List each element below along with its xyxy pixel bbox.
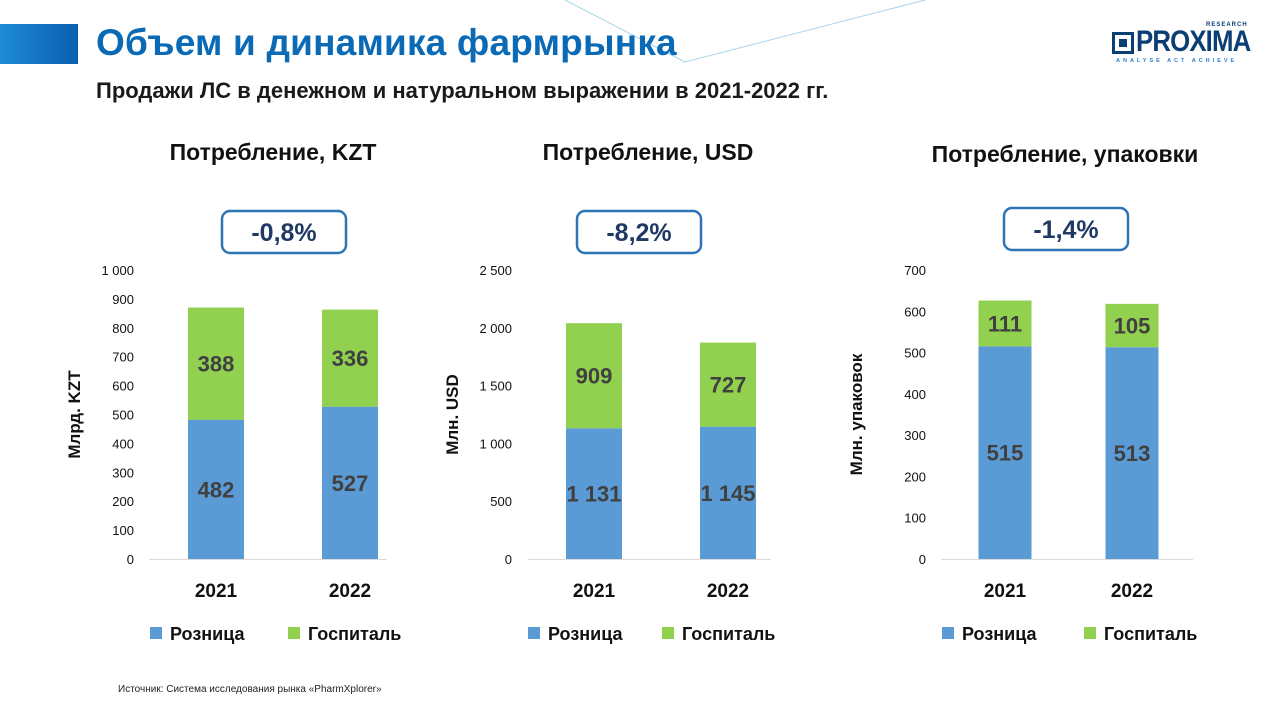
change-badge-value: -0,8% (251, 219, 316, 247)
change-badge (1002, 206, 1130, 252)
y-axis-label: Млрд. KZT (65, 370, 84, 459)
data-label: 482 (198, 477, 235, 502)
bar-segment-hospital (188, 307, 244, 420)
legend-swatch-hospital (662, 627, 674, 639)
y-tick-label: 1 000 (479, 436, 512, 451)
legend-label: Розница (170, 624, 245, 644)
change-badge-value: -1,4% (1033, 216, 1098, 244)
logo-research-text: RESEARCH (1206, 22, 1248, 28)
y-tick-label: 200 (904, 469, 926, 484)
y-tick-label: 400 (904, 387, 926, 402)
data-label: 513 (1114, 441, 1151, 466)
y-tick-label: 500 (112, 408, 134, 423)
x-tick-label: 2021 (195, 581, 238, 602)
data-label: 1 145 (700, 481, 755, 506)
logo-square-icon (1112, 32, 1134, 54)
source-note: Источник: Система исследования рынка «Ph… (118, 684, 382, 695)
y-tick-label: 0 (505, 552, 512, 567)
bar-segment-hospital (1105, 303, 1159, 348)
y-tick-label: 1 500 (479, 379, 512, 394)
y-axis-label: Млн. упаковок (847, 353, 866, 475)
bar-segment-hospital (566, 323, 622, 429)
data-label: 1 131 (566, 482, 621, 507)
x-tick-label: 2022 (1111, 581, 1153, 602)
y-tick-label: 500 (904, 346, 926, 361)
x-tick-label: 2021 (573, 581, 616, 602)
y-axis-label: Млн. USD (443, 374, 462, 455)
legend-swatch-retail (150, 627, 162, 639)
x-tick-label: 2021 (984, 581, 1027, 602)
y-tick-label: 100 (904, 511, 926, 526)
y-tick-label: 600 (904, 304, 926, 319)
bar-segment-hospital (700, 342, 756, 427)
y-tick-label: 0 (919, 552, 926, 567)
legend-label: Госпиталь (682, 624, 775, 644)
y-tick-label: 700 (112, 350, 134, 365)
legend-label: Розница (962, 624, 1037, 644)
bar-segment-retail (1105, 347, 1159, 559)
y-tick-label: 300 (112, 465, 134, 480)
chart-title: Потребление, упаковки (932, 141, 1199, 167)
page-title: Объем и динамика фармрынка (96, 22, 677, 63)
bar-segment-hospital (978, 300, 1032, 347)
legend-swatch-hospital (288, 627, 300, 639)
x-tick-label: 2022 (707, 581, 749, 602)
y-tick-label: 900 (112, 292, 134, 307)
change-badge (220, 209, 348, 255)
bar-segment-hospital (322, 309, 378, 407)
y-tick-label: 1 000 (101, 263, 134, 278)
y-tick-label: 400 (112, 436, 134, 451)
bar-segment-retail (322, 406, 378, 559)
legend-swatch-retail (942, 627, 954, 639)
logo-wordmark: PROXIMA (1136, 25, 1251, 58)
y-tick-label: 800 (112, 321, 134, 336)
proxima-logo: PROXIMA RESEARCH ANALYSE ACT ACHIEVE (1112, 22, 1252, 66)
y-tick-label: 2 500 (479, 263, 512, 278)
change-badge-value: -8,2% (606, 219, 671, 247)
bar-segment-retail (188, 419, 244, 559)
chart-title: Потребление, USD (543, 139, 754, 165)
y-tick-label: 300 (904, 428, 926, 443)
data-label: 105 (1114, 314, 1151, 339)
y-tick-label: 0 (127, 552, 134, 567)
y-tick-label: 600 (112, 379, 134, 394)
logo-tagline: ANALYSE ACT ACHIEVE (1116, 58, 1238, 64)
y-tick-label: 500 (490, 494, 512, 509)
data-label: 111 (988, 311, 1022, 336)
title-accent-bar (0, 24, 78, 64)
bar-segment-retail (566, 428, 622, 559)
bar-segment-retail (700, 426, 756, 559)
data-label: 336 (332, 346, 369, 371)
data-label: 527 (332, 471, 369, 496)
y-tick-label: 700 (904, 263, 926, 278)
data-label: 909 (576, 364, 613, 389)
change-badge (575, 209, 703, 255)
data-label: 388 (198, 352, 235, 377)
legend-swatch-hospital (1084, 627, 1096, 639)
legend-label: Госпиталь (308, 624, 401, 644)
bar-segment-retail (978, 346, 1032, 559)
chart-title: Потребление, KZT (170, 139, 377, 165)
y-tick-label: 100 (112, 523, 134, 538)
legend-label: Госпиталь (1104, 624, 1197, 644)
page-subtitle: Продажи ЛС в денежном и натуральном выра… (96, 78, 829, 103)
legend-label: Розница (548, 624, 623, 644)
y-tick-label: 2 000 (479, 321, 512, 336)
data-label: 727 (710, 373, 747, 398)
legend-swatch-retail (528, 627, 540, 639)
data-label: 515 (987, 441, 1024, 466)
x-tick-label: 2022 (329, 581, 371, 602)
y-tick-label: 200 (112, 494, 134, 509)
